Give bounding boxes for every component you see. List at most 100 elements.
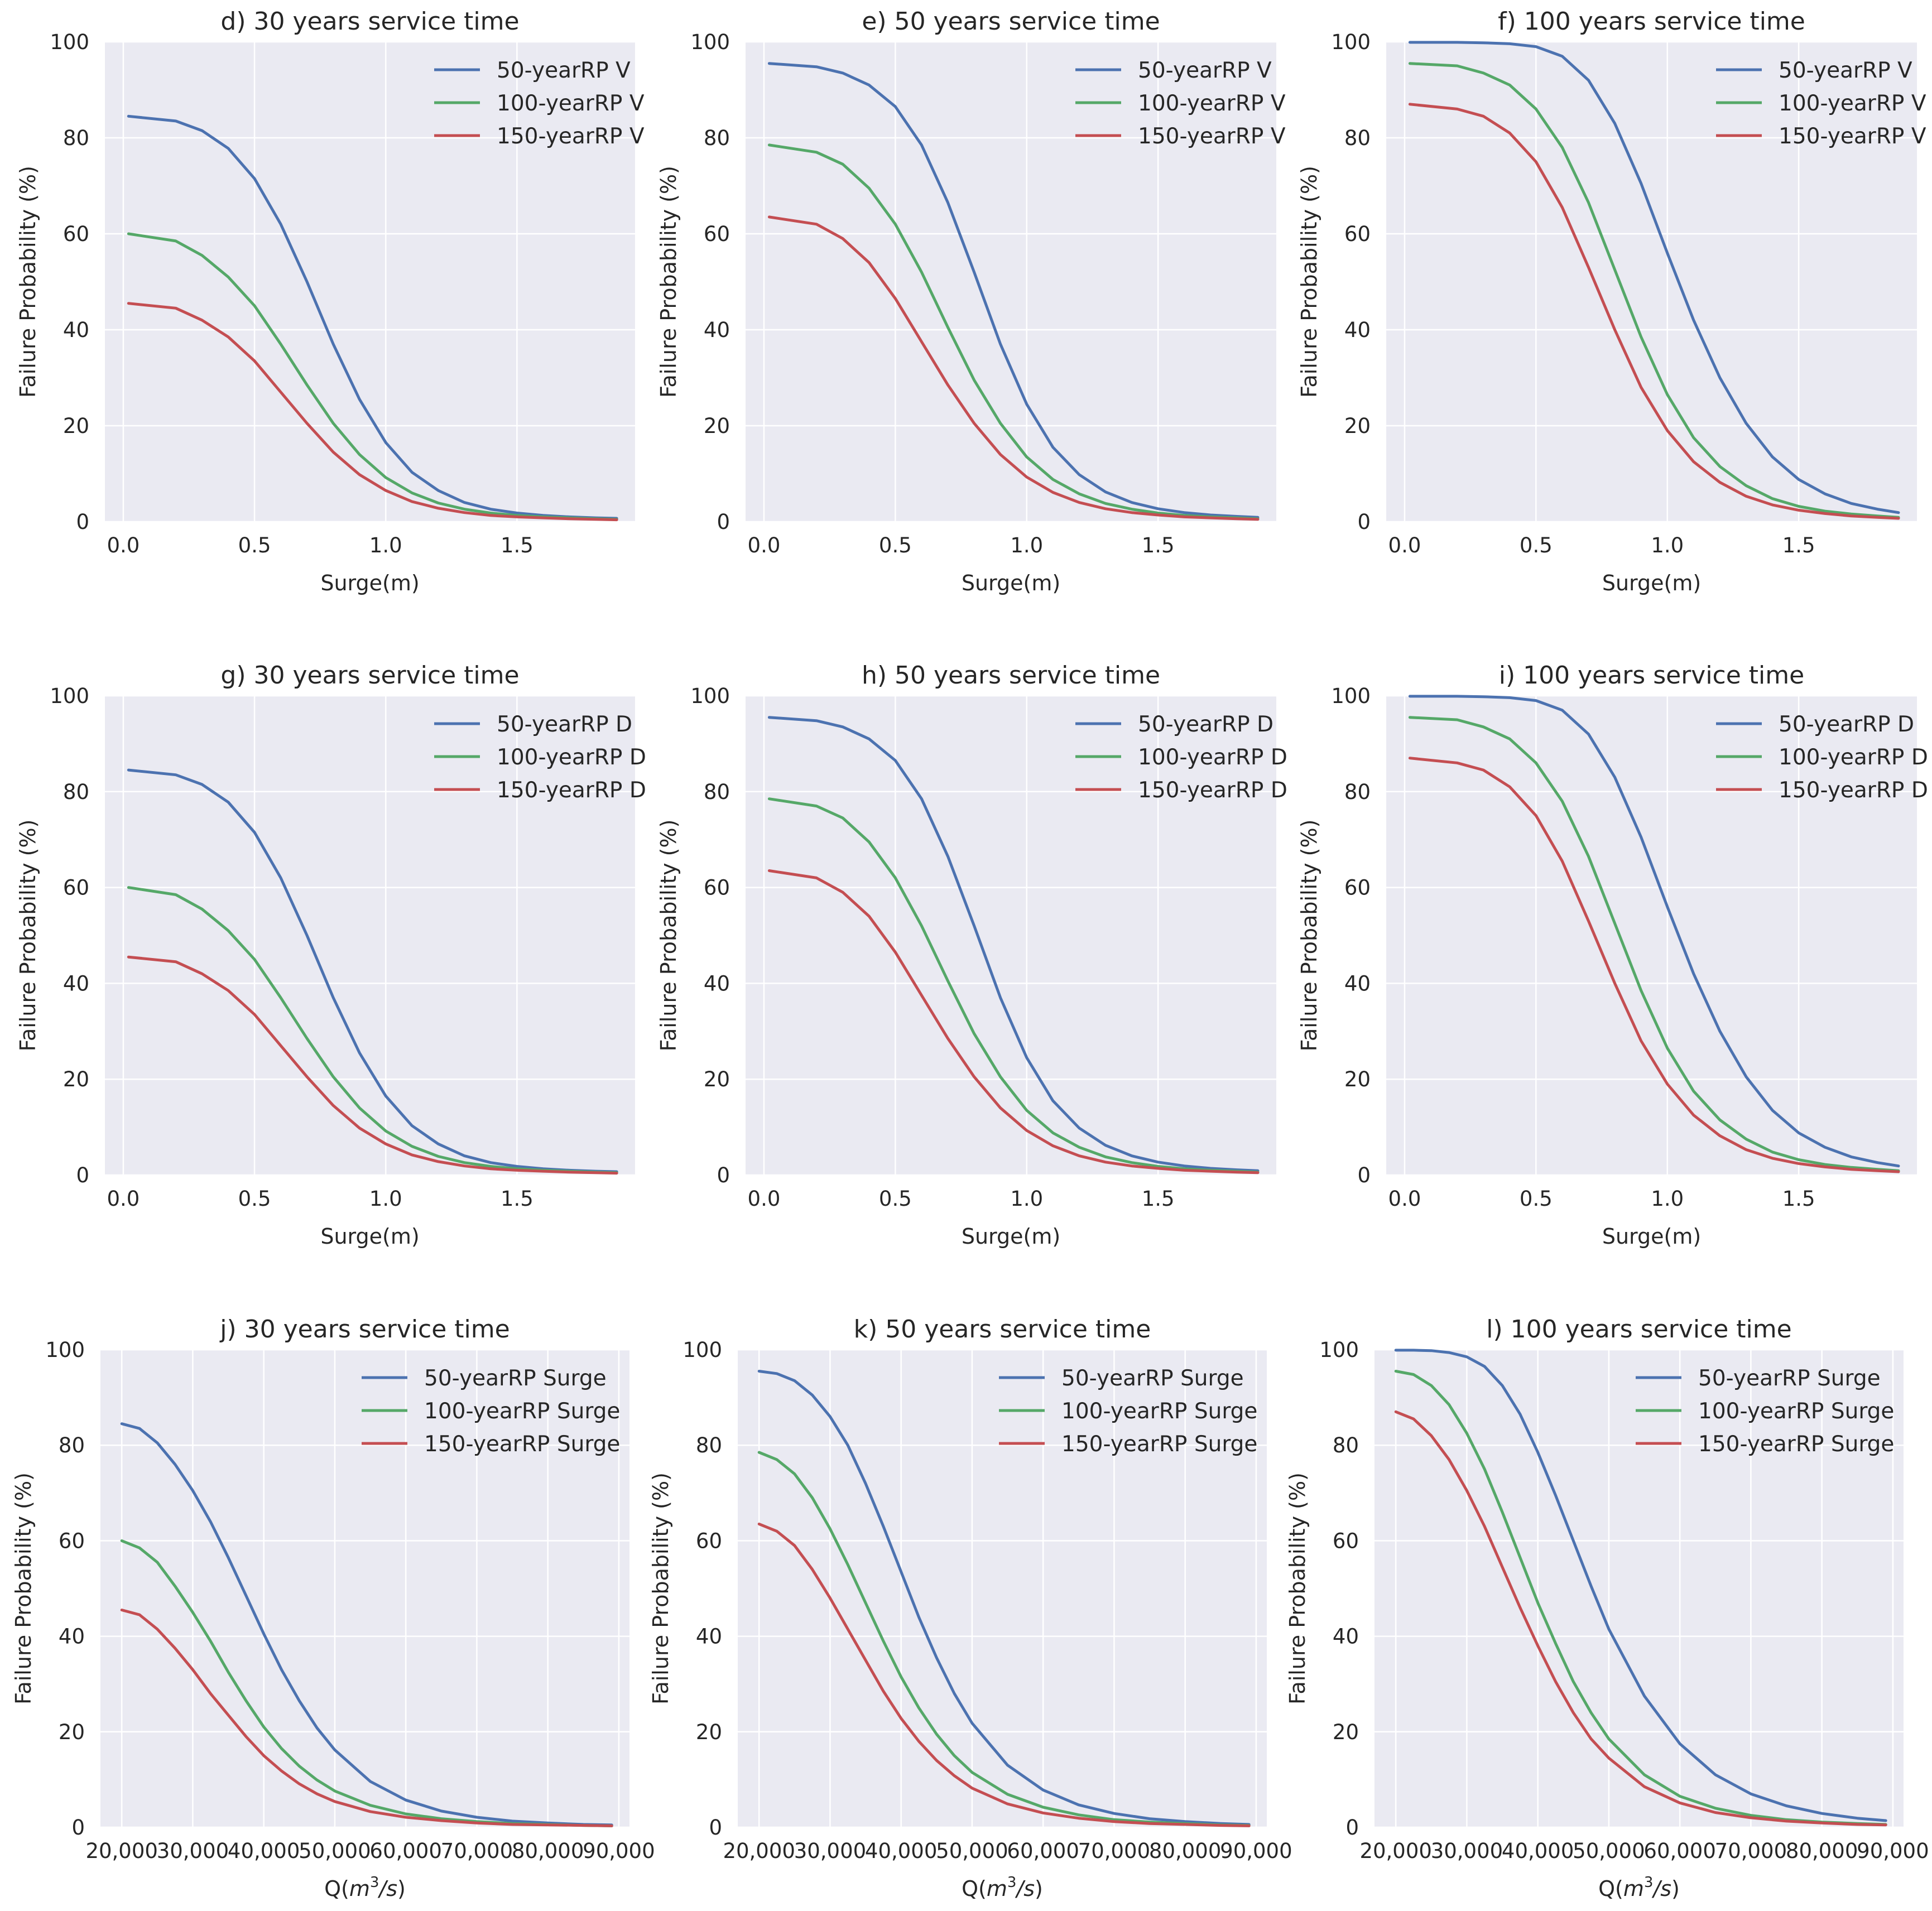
y-tick-label: 60 (704, 876, 730, 900)
y-tick-label: 0 (717, 510, 730, 534)
y-tick-label: 40 (63, 971, 89, 995)
y-tick-label: 60 (1344, 876, 1371, 900)
chart-panel-8: 0 20 40 60 80 100 20,00030,00040,00050,00060,0… (648, 1315, 1292, 1901)
series-line (757, 1370, 1251, 1826)
series-line (1408, 716, 1900, 1172)
y-tick-label: 40 (704, 971, 730, 995)
x-tick-label: 0.0 (107, 1187, 140, 1211)
plot-background (1386, 696, 1917, 1175)
legend: 50-yearRP V 100-yearRP V 150-yearRP V (1075, 58, 1286, 149)
y-tick-label: 40 (696, 1625, 722, 1649)
y-tick-label: 80 (63, 780, 89, 804)
x-axis-label: Surge(m) (1602, 571, 1701, 595)
chart-title: d) 30 years service time (220, 7, 519, 36)
chart-title: h) 50 years service time (862, 661, 1160, 690)
y-tick-label: 0 (1357, 1163, 1371, 1187)
legend-label: 50-yearRP D (1138, 712, 1273, 737)
x-tick-label: 0.5 (879, 533, 912, 557)
plot-background (1386, 42, 1917, 522)
series-line (767, 716, 1260, 1172)
legend: 50-yearRP D 100-yearRP D 150-yearRP D (1075, 712, 1287, 803)
chart-title: f) 100 years service time (1498, 7, 1805, 36)
legend-label: 100-yearRP D (1779, 745, 1928, 770)
legend-label: 100-yearRP Surge (1061, 1399, 1257, 1424)
x-tick-label: 0.5 (238, 1187, 271, 1211)
legend-label: 150-yearRP V (1138, 124, 1286, 149)
y-tick-label: 60 (1333, 1529, 1359, 1553)
y-tick-label: 0 (1345, 1816, 1359, 1840)
x-axis-label: Surge(m) (320, 571, 419, 595)
x-tick-label: 60,000 (1643, 1839, 1715, 1863)
y-tick-label: 40 (1333, 1625, 1359, 1649)
legend-label: 150-yearRP V (1779, 124, 1926, 149)
x-axis-label: Surge(m) (962, 571, 1060, 595)
y-axis-label: Failure Probability (%) (11, 1472, 36, 1705)
x-tick-label: 50,000 (299, 1839, 371, 1863)
chart-panel-5: 0 20 40 60 80 100 0.0 0.5 1.0 1.5 h) 50 years serv… (656, 661, 1287, 1249)
x-tick-label: 0.0 (748, 1187, 781, 1211)
plot-background (738, 1350, 1267, 1827)
x-tick-label: 90,000 (1857, 1839, 1929, 1863)
series-line (757, 1451, 1251, 1827)
y-tick-label: 40 (59, 1625, 85, 1649)
y-tick-label: 100 (1331, 30, 1371, 54)
y-tick-label: 60 (59, 1529, 85, 1553)
legend-label: 150-yearRP V (497, 124, 645, 149)
legend-label: 50-yearRP V (1779, 58, 1912, 83)
x-tick-label: 1.0 (1651, 533, 1684, 557)
legend-label: 100-yearRP Surge (424, 1399, 620, 1424)
legend-label: 50-yearRP Surge (424, 1366, 607, 1391)
y-tick-label: 20 (1344, 414, 1371, 438)
x-tick-label: 20,000 (1359, 1839, 1431, 1863)
x-tick-label: 0.0 (748, 533, 781, 557)
x-tick-label: 1.5 (1782, 533, 1815, 557)
series-line (1394, 1410, 1887, 1827)
chart-title: j) 30 years service time (219, 1315, 510, 1344)
y-tick-label: 60 (696, 1529, 722, 1553)
series-line (1394, 1370, 1887, 1826)
series-line (120, 1422, 613, 1827)
y-axis-label: Failure Probability (%) (16, 820, 40, 1052)
x-tick-label: 70,000 (1078, 1839, 1150, 1863)
x-tick-label: 0.5 (1520, 533, 1553, 557)
x-tick-label: 1.0 (1010, 1187, 1043, 1211)
chart-title: g) 30 years service time (220, 661, 519, 690)
plot-background (746, 696, 1276, 1175)
y-tick-label: 20 (63, 414, 89, 438)
x-tick-label: 90,000 (1220, 1839, 1292, 1863)
legend: 50-yearRP Surge 100-yearRP Surge 150-yearR… (362, 1366, 620, 1457)
y-tick-label: 100 (1319, 1338, 1359, 1362)
y-axis-label: Failure Probability (%) (1285, 1472, 1310, 1705)
chart-panel-7: 0 20 40 60 80 100 20,00030,00040,00050,00060,0… (11, 1315, 655, 1901)
x-tick-label: 60,000 (369, 1839, 441, 1863)
y-tick-label: 60 (63, 222, 89, 246)
x-axis-label: Surge(m) (320, 1224, 419, 1249)
y-tick-label: 0 (717, 1163, 730, 1187)
legend-label: 50-yearRP D (497, 712, 632, 737)
y-tick-label: 0 (1357, 510, 1371, 534)
legend-label: 100-yearRP D (1138, 745, 1287, 770)
legend-label: 50-yearRP Surge (1061, 1366, 1244, 1391)
y-tick-label: 80 (704, 126, 730, 150)
y-tick-label: 100 (50, 684, 89, 708)
chart-title: i) 100 years service time (1499, 661, 1804, 690)
legend: 50-yearRP V 100-yearRP V 150-yearRP V (1716, 58, 1926, 149)
legend-label: 100-yearRP V (1779, 91, 1926, 116)
legend: 50-yearRP D 100-yearRP D 150-yearRP D (434, 712, 646, 803)
y-tick-label: 60 (704, 222, 730, 246)
y-tick-label: 20 (59, 1720, 85, 1744)
legend-label: 150-yearRP Surge (1698, 1432, 1894, 1457)
legend-label: 150-yearRP D (1138, 778, 1287, 803)
series-line (1394, 1349, 1887, 1822)
chart-panel-3: 0 20 40 60 80 100 0.0 0.5 1.0 1.5 f) 100 years ser… (1297, 7, 1926, 595)
y-axis-label: Failure Probability (%) (656, 820, 681, 1052)
y-tick-label: 40 (704, 318, 730, 342)
y-tick-label: 0 (71, 1816, 85, 1840)
x-axis-label: Q(m3/s) (962, 1874, 1043, 1901)
chart-panel-6: 0 20 40 60 80 100 0.0 0.5 1.0 1.5 i) 100 years ser… (1297, 661, 1928, 1249)
series-line (767, 797, 1260, 1174)
series-line (127, 955, 618, 1175)
x-tick-label: 0.0 (1388, 533, 1421, 557)
legend: 50-yearRP D 100-yearRP D 150-yearRP D (1716, 712, 1928, 803)
